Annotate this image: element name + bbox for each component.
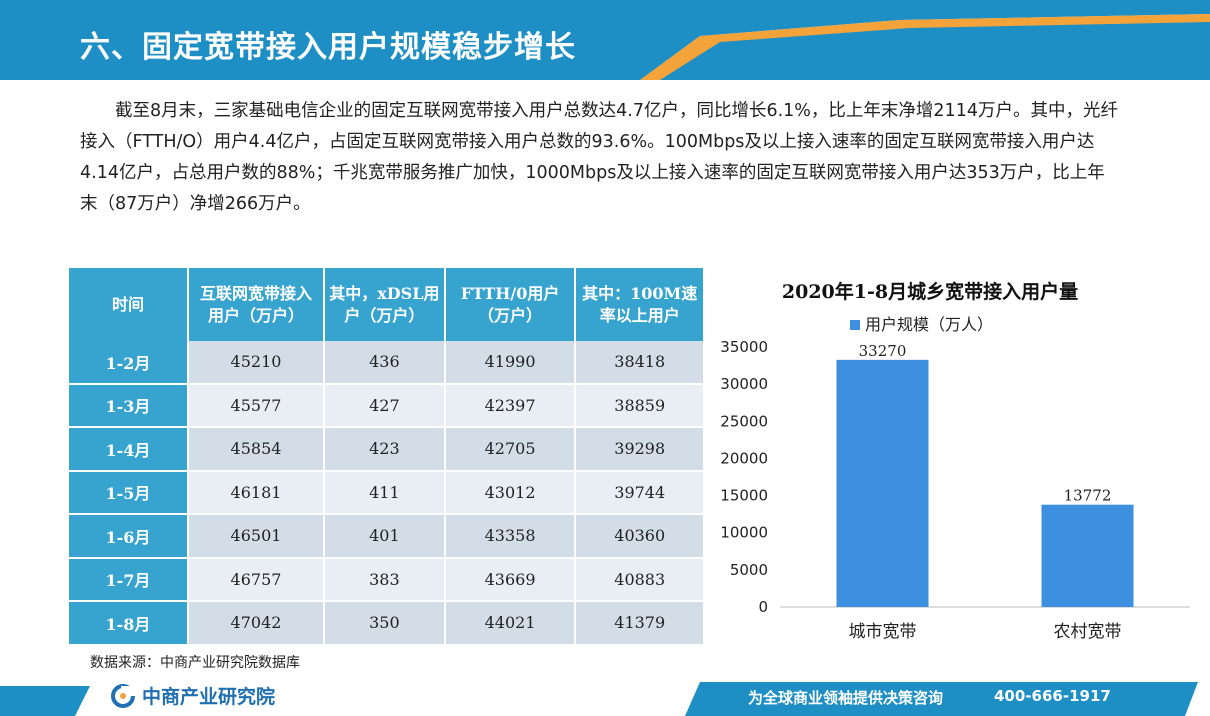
y-tick-label: 0 — [758, 598, 768, 616]
cell-total: 46757 — [188, 558, 326, 602]
header-total-users: 互联网宽带接入用户（万户） — [188, 268, 326, 341]
row-label: 1-7月 — [69, 558, 189, 602]
cell-ftth: 41990 — [445, 341, 577, 385]
y-tick-label: 10000 — [720, 524, 768, 542]
cell-xdsl: 401 — [325, 515, 446, 559]
cell-100m: 39744 — [576, 471, 703, 515]
cell-total: 46181 — [188, 471, 326, 515]
cell-100m: 38859 — [576, 384, 703, 428]
cell-xdsl: 350 — [325, 602, 446, 646]
cell-xdsl: 427 — [325, 384, 446, 428]
cell-100m: 38418 — [576, 341, 703, 385]
page-title: 六、固定宽带接入用户规模稳步增长 — [80, 30, 576, 65]
logo-text: 中商产业研究院 — [142, 686, 276, 708]
y-tick-label: 25000 — [720, 412, 768, 430]
y-tick-label: 30000 — [720, 375, 768, 393]
header-100m-users: 其中：100M速率以上用户 — [576, 268, 703, 341]
y-tick-label: 5000 — [730, 561, 768, 579]
row-label: 1-2月 — [69, 341, 189, 385]
table-row: 1-6月 46501 401 43358 40360 — [69, 515, 703, 559]
table-row: 1-3月 45577 427 42397 38859 — [69, 384, 703, 428]
data-source: 数据来源：中商产业研究院数据库 — [90, 655, 300, 671]
footer-phone: 400-666-1917 — [994, 687, 1111, 705]
cell-total: 47042 — [188, 602, 326, 646]
header-background — [0, 0, 1210, 80]
cell-100m: 41379 — [576, 602, 703, 646]
cell-ftth: 43669 — [445, 558, 577, 602]
x-tick-label: 农村宽带 — [1054, 622, 1122, 642]
chart-title: 2020年1-8月城乡宽带接入用户量 — [782, 280, 1078, 303]
cell-100m: 40360 — [576, 515, 703, 559]
cell-ftth: 42705 — [445, 428, 577, 472]
row-label: 1-8月 — [69, 602, 189, 646]
row-label: 1-4月 — [69, 428, 189, 472]
footer-bar — [0, 676, 1210, 716]
cell-total: 45210 — [188, 341, 326, 385]
header-ftth-users: FTTH/0用户（万户） — [445, 268, 577, 341]
intro-text: 截至8月末，三家基础电信企业的固定互联网宽带接入用户总数达4.7亿户，同比增长6… — [80, 101, 1118, 214]
table-row: 1-5月 46181 411 43012 39744 — [69, 471, 703, 515]
cell-xdsl: 423 — [325, 428, 446, 472]
cell-xdsl: 411 — [325, 471, 446, 515]
cell-100m: 40883 — [576, 558, 703, 602]
table-row: 1-7月 46757 383 43669 40883 — [69, 558, 703, 602]
bar-value-label: 33270 — [859, 342, 907, 360]
intro-paragraph: 截至8月末，三家基础电信企业的固定互联网宽带接入用户总数达4.7亿户，同比增长6… — [80, 96, 1120, 220]
cell-100m: 39298 — [576, 428, 703, 472]
bar-value-label: 13772 — [1064, 487, 1112, 505]
bar — [1041, 504, 1134, 607]
x-tick-label: 城市宽带 — [849, 622, 917, 642]
table-header-row: 时间 互联网宽带接入用户（万户） 其中，xDSL用户（万户） FTTH/0用户（… — [69, 268, 703, 341]
table-row: 1-8月 47042 350 44021 41379 — [69, 602, 703, 646]
cell-ftth: 43012 — [445, 471, 577, 515]
cell-xdsl: 436 — [325, 341, 446, 385]
legend-label: 用户规模（万人） — [865, 315, 993, 334]
cell-total: 45854 — [188, 428, 326, 472]
bar-chart: 2020年1-8月城乡宽带接入用户量 用户规模（万人） 0 5000 10000 15… — [710, 270, 1210, 660]
footer-background — [0, 682, 1198, 716]
legend-swatch — [850, 320, 860, 330]
chart-svg: 2020年1-8月城乡宽带接入用户量 用户规模（万人） 0 5000 10000 15… — [720, 280, 1190, 642]
broadband-table: 时间 互联网宽带接入用户（万户） 其中，xDSL用户（万户） FTTH/0用户（… — [69, 268, 703, 646]
chart-plot: 0 5000 10000 15000 20000 25000 30000 35000 33270… — [720, 338, 1190, 642]
logo-icon — [111, 683, 135, 708]
table-row: 1-2月 45210 436 41990 38418 — [69, 341, 703, 385]
cell-ftth: 44021 — [445, 602, 577, 646]
cell-total: 46501 — [188, 515, 326, 559]
company-logo: 中商产业研究院 — [110, 682, 275, 709]
row-label: 1-3月 — [69, 384, 189, 428]
header-banner: 六、固定宽带接入用户规模稳步增长 — [0, 0, 1210, 80]
row-label: 1-6月 — [69, 515, 189, 559]
row-label: 1-5月 — [69, 471, 189, 515]
cell-ftth: 42397 — [445, 384, 577, 428]
bar — [836, 359, 929, 607]
cell-total: 45577 — [188, 384, 326, 428]
y-tick-label: 35000 — [720, 338, 768, 356]
table-row: 1-4月 45854 423 42705 39298 — [69, 428, 703, 472]
header-time: 时间 — [69, 268, 189, 341]
cell-xdsl: 383 — [325, 558, 446, 602]
y-tick-label: 15000 — [720, 487, 768, 505]
y-tick-label: 20000 — [720, 449, 768, 467]
cell-ftth: 43358 — [445, 515, 577, 559]
header-xdsl-users: 其中，xDSL用户（万户） — [325, 268, 446, 341]
footer-slogan: 为全球商业领袖提供决策咨询 — [748, 689, 944, 707]
